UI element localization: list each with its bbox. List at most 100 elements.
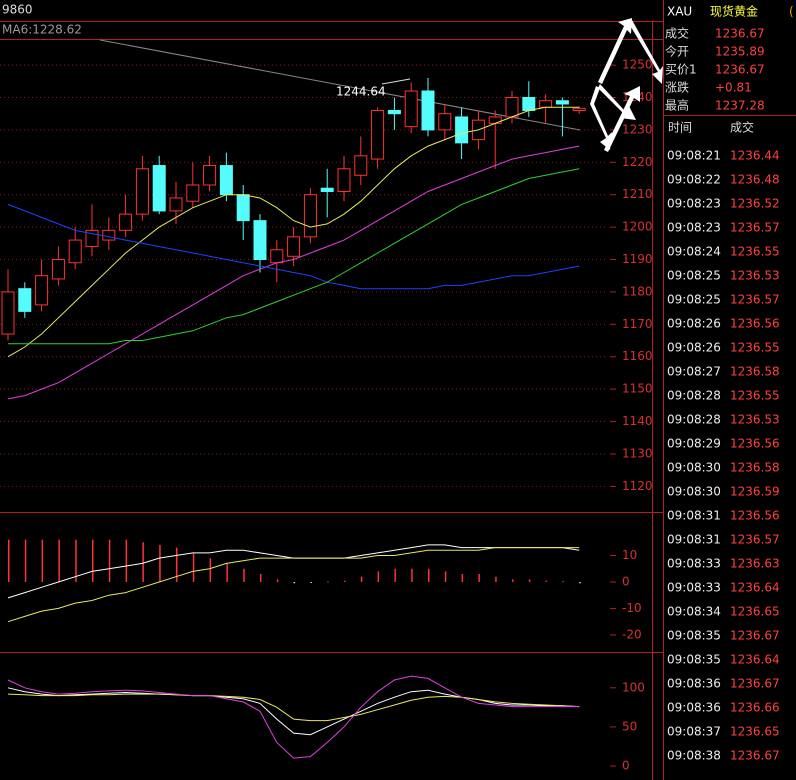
quote-label: 今开 [665, 44, 689, 59]
trade-time: 09:08:38 [667, 749, 721, 763]
y-tick-label: 1150 [622, 382, 653, 396]
quote-label: 买价1 [665, 63, 697, 77]
trade-time: 09:08:25 [667, 269, 721, 283]
trade-price: 1236.59 [730, 485, 780, 499]
histogram-bar [142, 542, 144, 582]
candle-body [152, 165, 166, 212]
quote-label: 涨跌 [665, 80, 689, 95]
candle-body [18, 288, 32, 312]
trade-time: 09:08:35 [667, 629, 721, 643]
candle-body [354, 155, 368, 176]
indicator-line [7, 693, 580, 722]
trade-price: 1236.58 [730, 365, 780, 379]
candle-body [1, 291, 15, 335]
trade-price: 1236.56 [730, 509, 780, 523]
quote-label: 成交 [665, 26, 689, 41]
y-tick-label: 100 [622, 680, 645, 694]
histogram-bar [125, 539, 128, 582]
ma-label: MA6:1228.62 [2, 23, 82, 37]
trade-price: 1236.67 [730, 629, 780, 643]
y-tick-label: 50 [622, 719, 637, 733]
trade-price: 1236.58 [730, 461, 780, 475]
trade-price: 1236.67 [730, 749, 780, 763]
y-tick-label: 1180 [622, 284, 653, 298]
histogram-bar [461, 574, 464, 582]
histogram-bar [478, 574, 480, 582]
trade-time: 09:08:30 [667, 461, 721, 475]
candle-body [488, 116, 502, 124]
candle-body [371, 109, 385, 160]
name: 现货黄金 [710, 4, 758, 19]
histogram-bar [394, 568, 396, 582]
trade-time: 09:08:27 [667, 365, 721, 379]
candle-body [51, 259, 65, 280]
candle-body [555, 100, 569, 105]
trade-price: 1236.57 [730, 533, 780, 547]
histogram-bar [260, 574, 262, 582]
histogram-bar [344, 580, 346, 582]
trend-line [99, 39, 581, 131]
histogram-bar [159, 544, 161, 582]
histogram-bar [327, 581, 329, 583]
y-tick-label: 1250 [622, 58, 653, 72]
trade-price: 1236.63 [730, 557, 780, 571]
histogram-bar [192, 552, 195, 582]
candle-body [236, 194, 250, 222]
histogram-bar [293, 581, 296, 584]
y-tick-label: -10 [622, 601, 642, 615]
y-tick-label: 1120 [622, 479, 653, 493]
trade-price: 1236.53 [730, 413, 780, 427]
candle-body [505, 97, 519, 118]
candle-body [253, 220, 267, 261]
candle-body [35, 275, 49, 306]
y-tick-label: 1200 [622, 220, 653, 234]
histogram-bar [579, 581, 581, 584]
indicator-line [7, 203, 580, 290]
trade-price: 1236.44 [730, 149, 780, 163]
candle-body [320, 187, 334, 192]
arrow [598, 18, 632, 84]
candle-body [119, 213, 133, 231]
annotation: 1244.64 [336, 85, 386, 99]
histogram-bar [444, 571, 447, 582]
trade-time: 09:08:28 [667, 389, 721, 403]
table-header: 成交 [730, 120, 754, 135]
y-tick-label: 1220 [622, 155, 653, 169]
candle-body [522, 97, 536, 111]
table-header: 时间 [668, 121, 692, 135]
trade-time: 09:08:26 [667, 341, 721, 355]
trade-price: 1236.57 [730, 293, 780, 307]
candle-body [421, 90, 435, 131]
y-tick-label: 1210 [622, 187, 653, 201]
quote-value: 1237.28 [715, 99, 765, 113]
trade-price: 1236.48 [730, 173, 780, 187]
trade-price: 1236.57 [730, 221, 780, 235]
histogram-bar [545, 580, 548, 582]
indicator-line [7, 106, 580, 358]
candle-body [572, 107, 586, 111]
candle-body [455, 116, 469, 144]
arrow [590, 86, 612, 150]
histogram-bar [411, 568, 413, 582]
trade-price: 1236.56 [730, 317, 780, 331]
y-tick-label: 0 [622, 758, 630, 772]
histogram-bar [209, 558, 212, 582]
trade-price: 1236.64 [730, 581, 780, 595]
quote-label: 最高 [665, 98, 689, 113]
histogram-bar [276, 579, 279, 582]
histogram-bar [243, 568, 245, 582]
candle-body [337, 168, 351, 192]
candle-body [270, 249, 284, 264]
candle-body [303, 194, 317, 238]
histogram-bar [58, 539, 60, 582]
y-tick-label: 1230 [622, 122, 653, 136]
trade-time: 09:08:26 [667, 317, 721, 331]
arrow [604, 86, 640, 152]
histogram-bar [41, 539, 44, 582]
trade-price: 1236.67 [730, 677, 780, 691]
histogram-bar [75, 539, 77, 582]
trade-price: 1236.52 [730, 197, 780, 211]
histogram-bar [92, 539, 94, 582]
trade-time: 09:08:36 [667, 701, 721, 715]
